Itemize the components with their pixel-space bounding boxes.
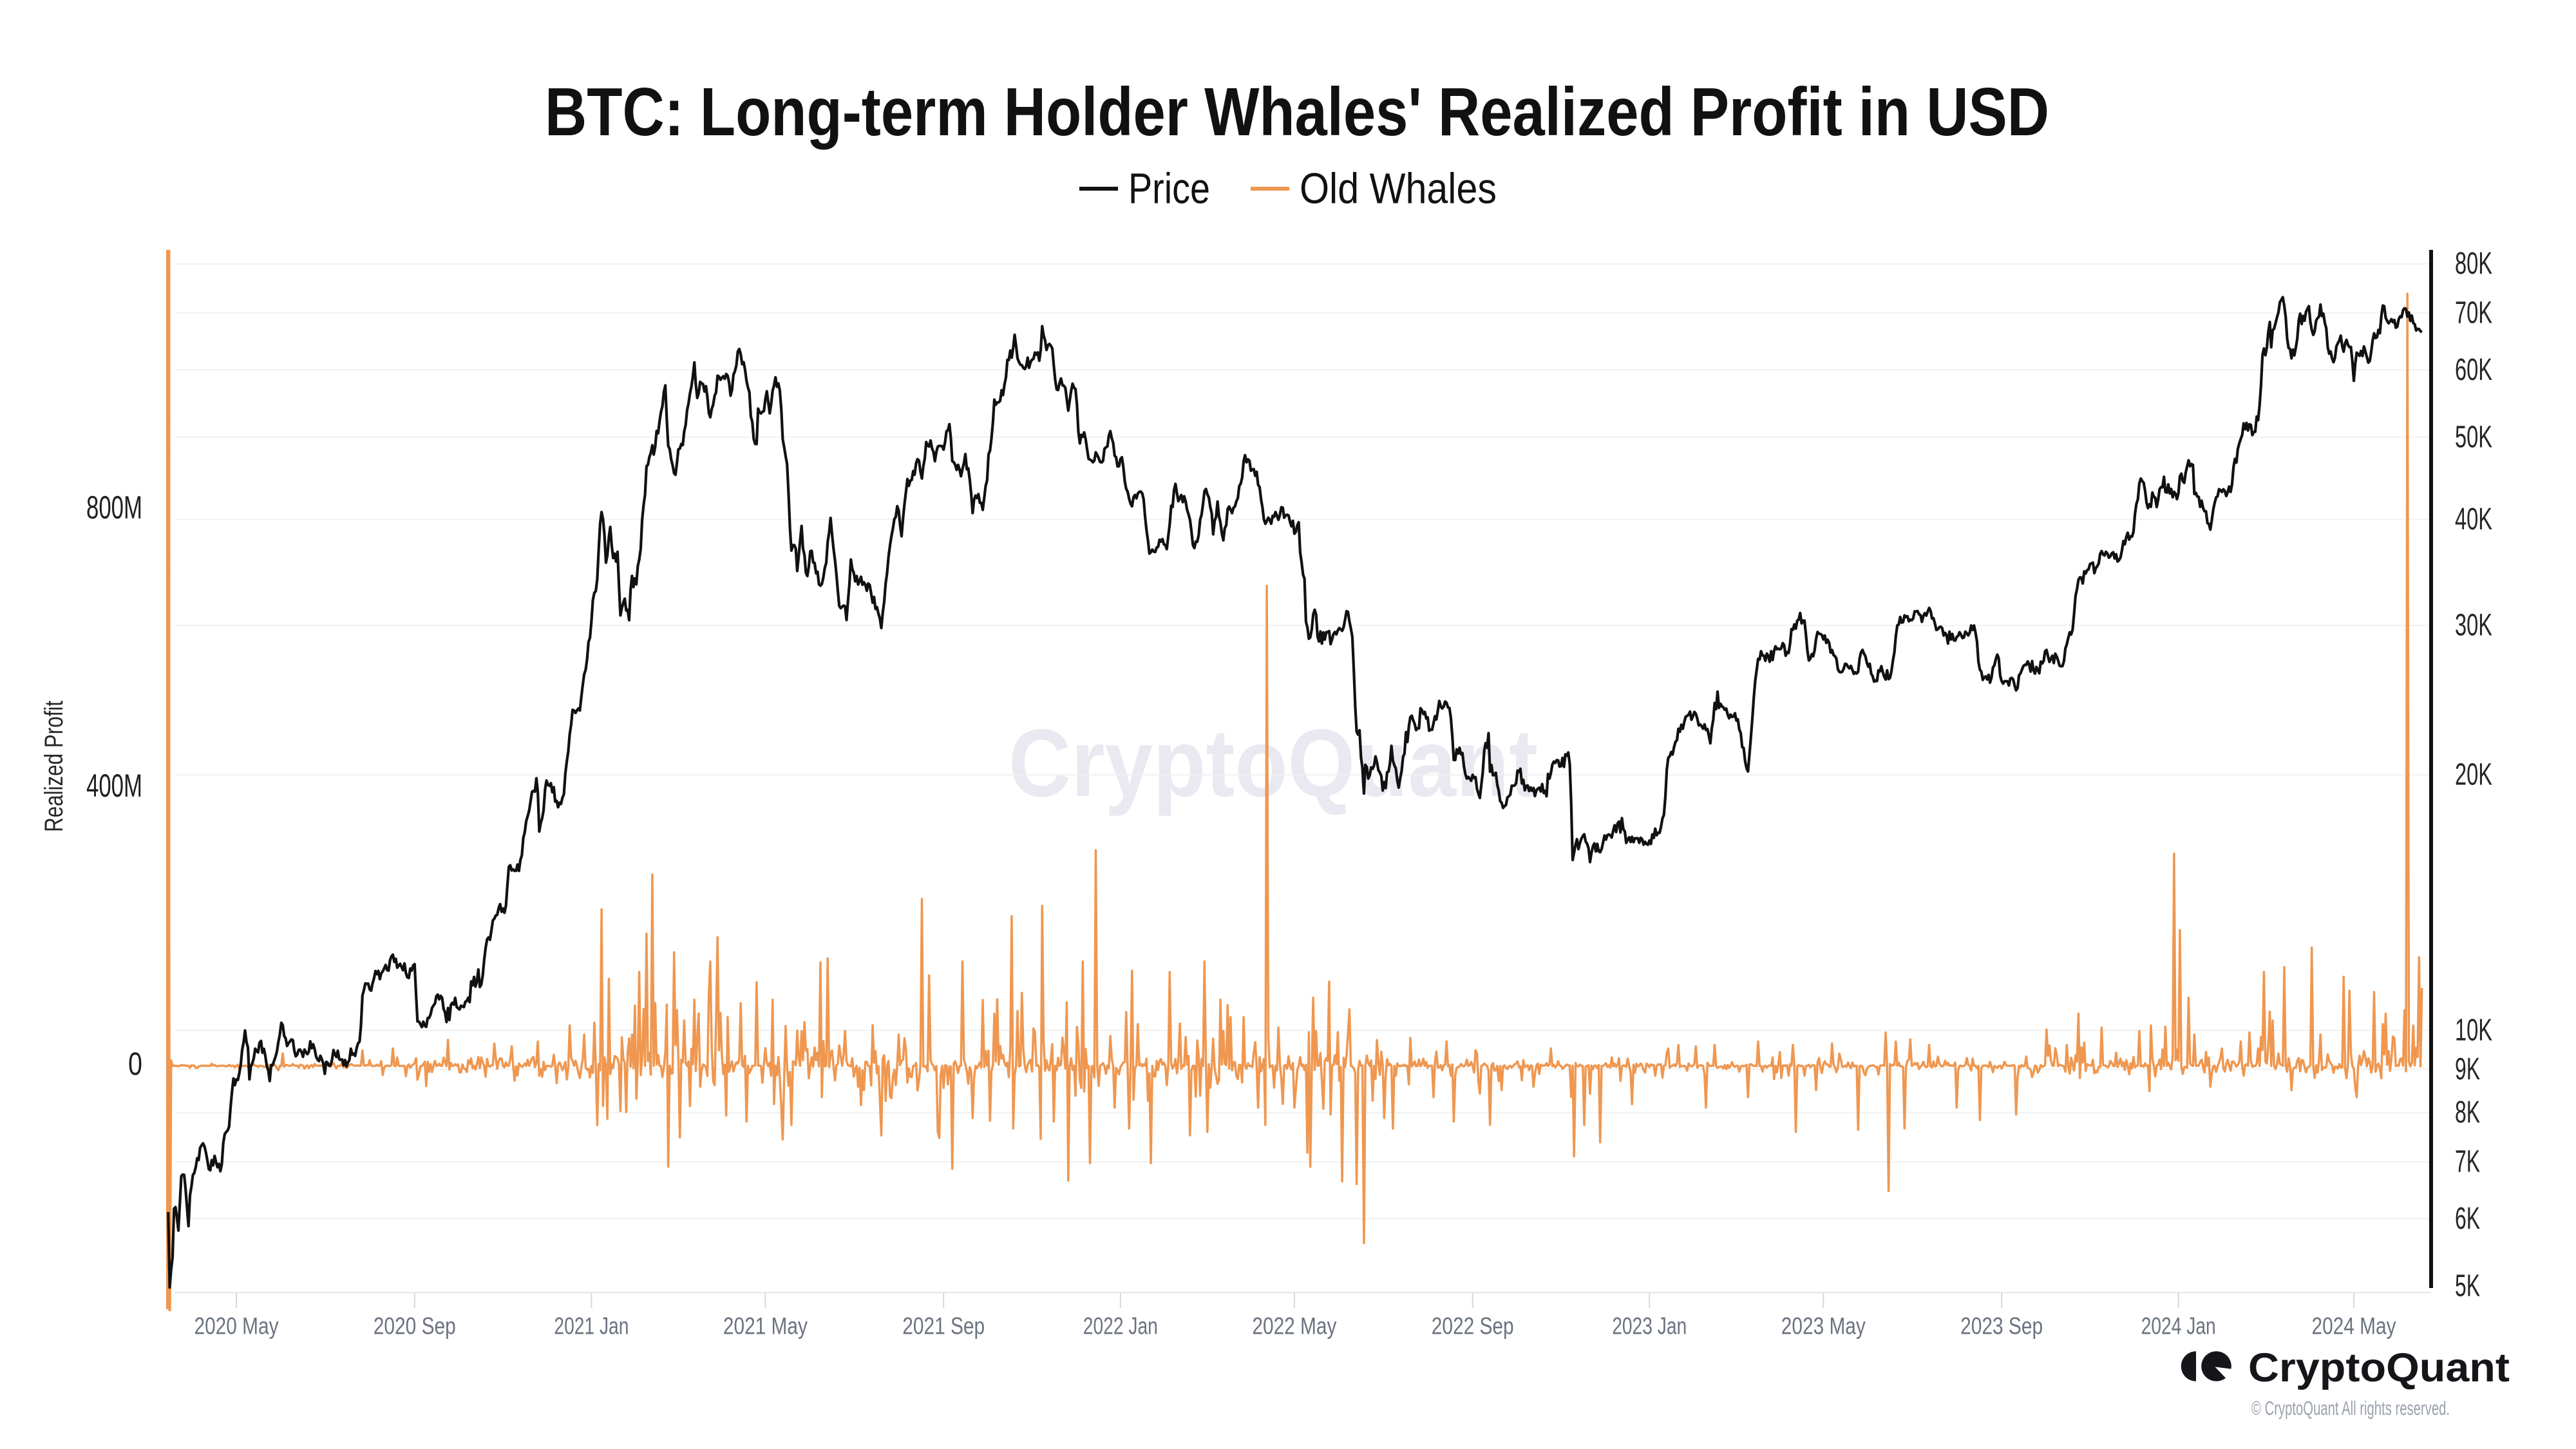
svg-text:800M: 800M: [86, 489, 142, 526]
svg-text:7K: 7K: [2455, 1145, 2480, 1179]
svg-text:60K: 60K: [2455, 353, 2492, 387]
svg-text:30K: 30K: [2455, 609, 2492, 643]
svg-text:Old Whales: Old Whales: [1300, 165, 1497, 213]
svg-text:CryptoQuant: CryptoQuant: [1009, 709, 1538, 817]
svg-text:2020 May: 2020 May: [194, 1313, 279, 1340]
svg-text:2022 Jan: 2022 Jan: [1083, 1313, 1158, 1340]
svg-text:2022 May: 2022 May: [1252, 1313, 1336, 1340]
svg-text:Realized Profit: Realized Profit: [40, 701, 68, 832]
svg-text:400M: 400M: [86, 768, 142, 804]
svg-text:0: 0: [128, 1046, 142, 1082]
svg-text:80K: 80K: [2455, 247, 2492, 281]
svg-text:2023 Sep: 2023 Sep: [1960, 1313, 2043, 1340]
svg-text:2021 Jan: 2021 Jan: [554, 1313, 629, 1340]
svg-text:2023 May: 2023 May: [1781, 1313, 1866, 1340]
svg-text:9K: 9K: [2455, 1052, 2480, 1086]
svg-text:8K: 8K: [2455, 1095, 2480, 1130]
svg-text:2023 Jan: 2023 Jan: [1612, 1313, 1687, 1340]
svg-text:2024 May: 2024 May: [2312, 1313, 2396, 1340]
svg-text:20K: 20K: [2455, 758, 2492, 792]
svg-text:40K: 40K: [2455, 502, 2492, 536]
svg-text:CryptoQuant: CryptoQuant: [2248, 1345, 2510, 1390]
svg-text:6K: 6K: [2455, 1202, 2480, 1236]
svg-text:5K: 5K: [2455, 1269, 2480, 1303]
svg-text:2021 May: 2021 May: [723, 1313, 808, 1340]
svg-text:2021 Sep: 2021 Sep: [902, 1313, 985, 1340]
svg-text:70K: 70K: [2455, 296, 2492, 330]
svg-text:10K: 10K: [2455, 1014, 2492, 1048]
svg-text:50K: 50K: [2455, 420, 2492, 454]
svg-text:© CryptoQuant All rights reser: © CryptoQuant All rights reserved.: [2251, 1397, 2450, 1419]
svg-text:2022 Sep: 2022 Sep: [1432, 1313, 1514, 1340]
svg-text:BTC: Long-term Holder Whales': BTC: Long-term Holder Whales' Realized P…: [545, 74, 2049, 150]
svg-text:2020 Sep: 2020 Sep: [374, 1313, 456, 1340]
svg-text:Price: Price: [1128, 165, 1210, 213]
svg-text:2024 Jan: 2024 Jan: [2141, 1313, 2216, 1340]
